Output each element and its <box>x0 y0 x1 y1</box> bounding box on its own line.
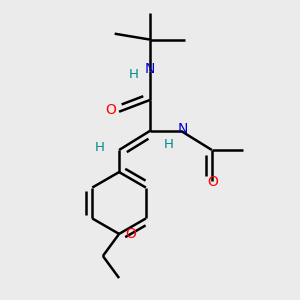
Text: N: N <box>145 62 155 76</box>
Text: H: H <box>129 68 139 81</box>
Text: N: N <box>177 122 188 136</box>
Text: H: H <box>164 138 174 151</box>
Text: O: O <box>125 227 136 241</box>
Text: O: O <box>207 176 218 189</box>
Text: O: O <box>105 103 116 117</box>
Text: H: H <box>95 141 105 154</box>
